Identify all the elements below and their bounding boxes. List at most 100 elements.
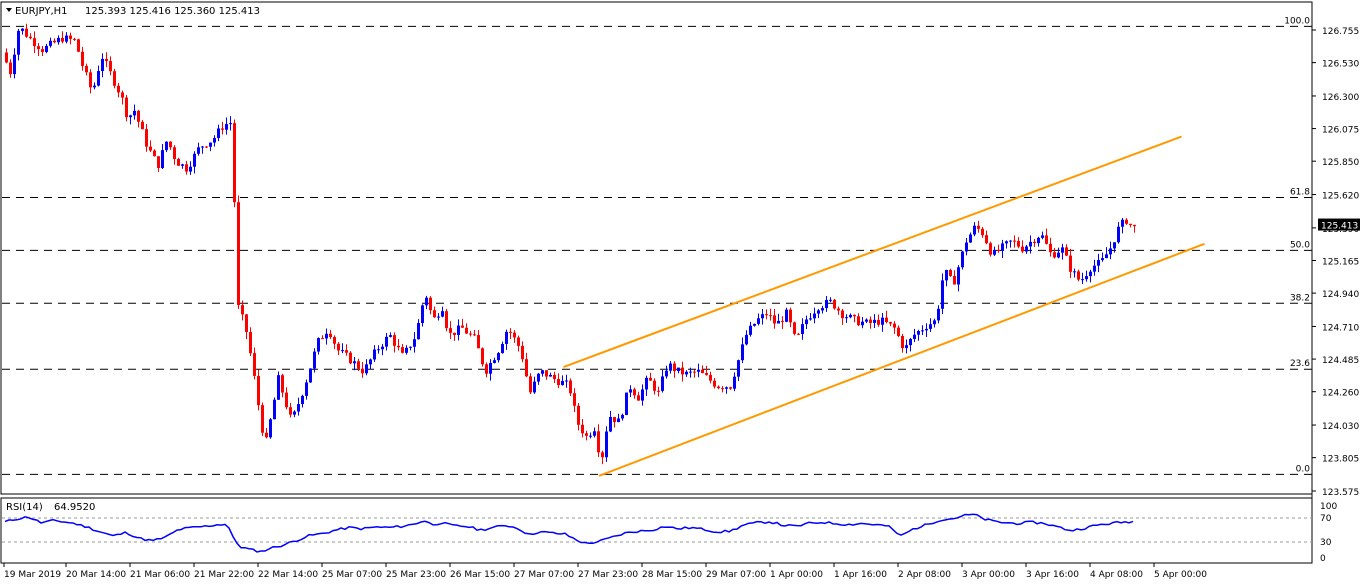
- candle-body: [633, 389, 636, 396]
- candle-body: [133, 110, 136, 116]
- candle-body: [549, 374, 552, 377]
- candle-body: [1033, 241, 1036, 244]
- candle-body: [433, 310, 436, 318]
- candle-body: [617, 418, 620, 423]
- candle-body: [725, 387, 728, 389]
- candle-body: [637, 395, 640, 401]
- candle-body: [781, 320, 784, 322]
- candle-body: [753, 323, 756, 326]
- candle-body: [857, 316, 860, 326]
- candle-body: [1133, 224, 1136, 227]
- candle-body: [1077, 271, 1080, 280]
- fib-level-label: 23.6: [1290, 359, 1310, 369]
- candle-body: [829, 299, 832, 301]
- candle-body: [409, 346, 412, 348]
- candle-body: [629, 389, 632, 393]
- candle-body: [1093, 265, 1096, 272]
- candle-body: [345, 350, 348, 353]
- candle-body: [1065, 247, 1068, 256]
- candle-body: [165, 141, 168, 151]
- rsi-tick-label: 70: [1320, 514, 1332, 524]
- candle-body: [233, 123, 236, 203]
- candle-body: [921, 330, 924, 332]
- candle-body: [193, 153, 196, 167]
- candle-body: [449, 328, 452, 333]
- candle-body: [553, 374, 556, 380]
- candle-body: [377, 349, 380, 351]
- time-tick-label: 3 Apr 16:00: [1026, 570, 1079, 580]
- candle-body: [941, 280, 944, 309]
- candle-body: [453, 332, 456, 335]
- candle-body: [1049, 243, 1052, 253]
- candle-body: [465, 327, 468, 334]
- candle-body: [473, 334, 476, 336]
- candle-body: [461, 325, 464, 328]
- candle-body: [485, 364, 488, 374]
- candle-body: [61, 37, 64, 42]
- candle-body: [29, 36, 32, 39]
- candle-body: [817, 310, 820, 314]
- price-tick-label: 125.620: [1322, 192, 1359, 202]
- candle-body: [577, 405, 580, 425]
- candle-body: [573, 393, 576, 406]
- candle-body: [97, 71, 100, 86]
- candle-body: [393, 335, 396, 346]
- time-tick-label: 2 Apr 08:00: [898, 570, 951, 580]
- candle-body: [733, 376, 736, 389]
- candle-body: [205, 146, 208, 148]
- candle-body: [1089, 271, 1092, 277]
- price-tick-label: 126.755: [1322, 27, 1359, 37]
- candle-body: [869, 319, 872, 323]
- candle-body: [833, 299, 836, 309]
- candle-body: [557, 379, 560, 386]
- candle-body: [645, 377, 648, 390]
- candle-body: [429, 297, 432, 311]
- candle-body: [145, 129, 148, 147]
- candle-body: [113, 71, 116, 86]
- candle-body: [1101, 258, 1104, 261]
- candle-body: [365, 364, 368, 374]
- candle-body: [225, 124, 228, 130]
- candle-body: [1121, 219, 1124, 227]
- candle-body: [821, 308, 824, 311]
- candle-body: [341, 350, 344, 352]
- candle-body: [1057, 252, 1060, 258]
- candle-body: [277, 375, 280, 400]
- ohlc-values: 125.393 125.416 125.360 125.413: [85, 6, 260, 17]
- candle-body: [33, 38, 36, 47]
- candle-body: [1045, 235, 1048, 244]
- symbol-dropdown-icon[interactable]: [6, 8, 12, 12]
- candle-body: [881, 317, 884, 325]
- price-tick-label: 125.165: [1322, 258, 1359, 268]
- candle-body: [1001, 243, 1004, 251]
- time-tick-label: 1 Apr 16:00: [834, 570, 887, 580]
- candle-body: [125, 97, 128, 118]
- candle-body: [1029, 241, 1032, 247]
- channel-line-lower: [598, 242, 1205, 477]
- candle-body: [861, 321, 864, 326]
- candle-body: [297, 404, 300, 412]
- candle-body: [873, 319, 876, 323]
- candle-body: [877, 319, 880, 325]
- time-tick-label: 5 Apr 00:00: [1154, 570, 1207, 580]
- time-tick-label: 19 Mar 2019: [4, 570, 61, 580]
- candle-body: [129, 115, 132, 118]
- candle-body: [957, 267, 960, 285]
- candle-body: [421, 305, 424, 324]
- candle-body: [321, 338, 324, 340]
- time-tick-label: 29 Mar 07:00: [706, 570, 766, 580]
- fib-level-label: 50.0: [1290, 240, 1310, 250]
- candle-body: [9, 62, 12, 75]
- candle-body: [605, 431, 608, 458]
- candle-body: [745, 334, 748, 345]
- time-tick-label: 26 Mar 15:00: [450, 570, 510, 580]
- candle-body: [977, 225, 980, 229]
- time-tick-label: 20 Mar 14:00: [66, 570, 126, 580]
- candle-body: [1073, 271, 1076, 273]
- candle-body: [913, 334, 916, 339]
- price-channel: [563, 135, 1205, 477]
- candle-body: [585, 433, 588, 436]
- candle-body: [157, 156, 160, 168]
- candle-body: [669, 363, 672, 371]
- price-tick-label: 123.805: [1322, 455, 1359, 465]
